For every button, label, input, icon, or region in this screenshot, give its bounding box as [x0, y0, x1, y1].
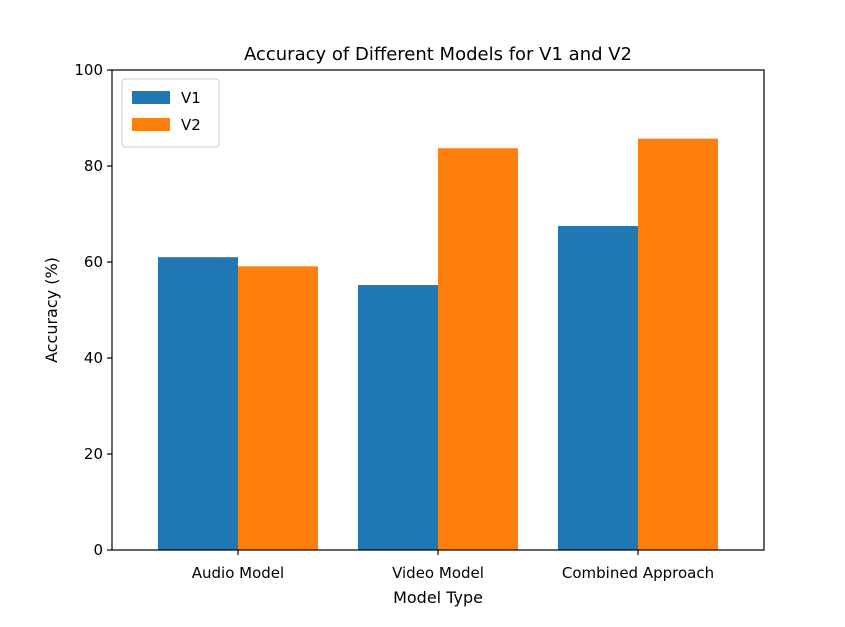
y-axis-label: Accuracy (%) [42, 257, 61, 363]
y-tick-label: 20 [84, 445, 103, 463]
y-tick-label: 60 [84, 253, 103, 271]
bar-v1-video-model [358, 285, 438, 550]
legend: V1 V2 [121, 78, 220, 148]
y-tick-label: 0 [93, 541, 103, 559]
x-tick-label: Video Model [392, 564, 484, 582]
bar-v1-audio-model [158, 257, 238, 550]
bar-v2-combined-approach [638, 138, 718, 550]
legend-box [121, 78, 220, 148]
legend-swatch-v2 [132, 118, 170, 131]
y-tick-label: 80 [84, 157, 103, 175]
y-axis: 0 20 40 60 80 100 [74, 61, 112, 559]
legend-label-v1: V1 [181, 89, 201, 107]
x-tick-label: Combined Approach [562, 564, 714, 582]
y-tick-label: 100 [74, 61, 103, 79]
bar-v1-combined-approach [558, 226, 638, 550]
y-tick-label: 40 [84, 349, 103, 367]
bars-layer [158, 138, 718, 551]
legend-label-v2: V2 [181, 116, 201, 134]
bar-v2-audio-model [238, 266, 318, 550]
x-axis-label: Model Type [393, 588, 483, 607]
legend-swatch-v1 [132, 91, 170, 104]
bar-v2-video-model [438, 148, 518, 551]
x-axis: Audio Model Video Model Combined Approach [192, 550, 714, 582]
x-tick-label: Audio Model [192, 564, 284, 582]
chart-title: Accuracy of Different Models for V1 and … [244, 44, 632, 65]
